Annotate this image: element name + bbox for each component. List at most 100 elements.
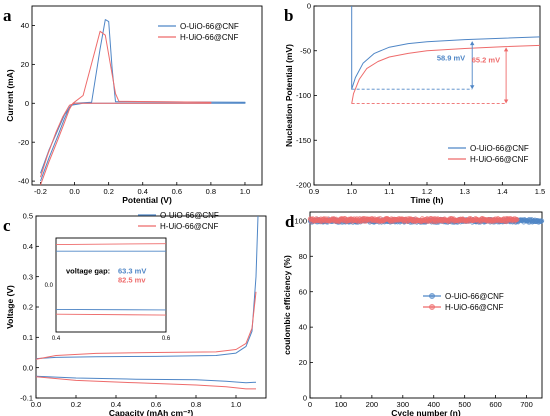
panel-b-legend-label: O-UiO-66@CNF bbox=[470, 144, 529, 153]
panel-c-inset-xtick-label: 0.4 bbox=[52, 336, 61, 342]
panel-b-legend-label: H-UiO-66@CNF bbox=[470, 155, 528, 164]
panel-c-inset-gap-o: 63.3 mV bbox=[118, 266, 146, 275]
panel-a-xtick-label: 0.8 bbox=[206, 187, 216, 196]
panel-b-annotation: 65.2 mV bbox=[472, 55, 500, 64]
panel-a-xtick-label: 0.0 bbox=[69, 187, 79, 196]
panel-d: 0 100 200 300 400 500 600 700 0 20 40 60 80 100 Cycle … bbox=[282, 211, 545, 416]
panel-c-xtick-label: 0.0 bbox=[31, 400, 41, 409]
panel-d-xtick-label: 200 bbox=[366, 400, 379, 409]
panel-c-legend-label: O-UiO-66@CNF bbox=[160, 211, 219, 220]
panel-c-ytick-label: -0.1 bbox=[20, 394, 33, 403]
panel-c-inset-gap-h: 82.5 mv bbox=[118, 275, 146, 284]
panel-b-annotation: 58.9 mV bbox=[437, 54, 465, 63]
panel-c-xtick-label: 0.8 bbox=[191, 400, 201, 409]
panel-b-ytick-label: -150 bbox=[296, 136, 311, 145]
panel-c-xlabel: Capacity (mAh cm⁻²) bbox=[109, 408, 193, 416]
panel-a-legend-label: O-UiO-66@CNF bbox=[180, 22, 239, 31]
panel-a-frame bbox=[31, 5, 263, 186]
panel-d-xtick-label: 0 bbox=[308, 400, 312, 409]
panel-b-panel-label: b bbox=[284, 6, 293, 25]
panel-a-series-line bbox=[40, 19, 246, 182]
panel-b: 0.9 1.0 1.1 1.2 1.3 1.4 1.5 -200 -150 -100 -50 0 Tim… bbox=[284, 2, 545, 205]
panel-c-ytick-label: 0.2 bbox=[23, 303, 33, 312]
panel-c-legend-label: H-UiO-66@CNF bbox=[160, 222, 218, 231]
panel-c-charge-line bbox=[35, 291, 257, 360]
panel-a-ytick-label: 0 bbox=[25, 99, 29, 108]
panel-c-charge-line bbox=[35, 215, 259, 360]
panel-d-xtick-label: 700 bbox=[520, 400, 533, 409]
panel-c-ytick-label: 0.4 bbox=[23, 242, 33, 251]
panel-a-panel-label: a bbox=[3, 6, 12, 25]
panel-d-ylabel: coulombic efficiency (%) bbox=[282, 255, 292, 355]
panel-c-ytick-label: 0.3 bbox=[23, 272, 33, 281]
panel-c-ytick-label: 0.5 bbox=[23, 212, 33, 221]
panel-c-ytick-label: 0.0 bbox=[23, 363, 33, 372]
panel-a-xtick-label: 0.2 bbox=[103, 187, 113, 196]
panel-d-legend-label: H-UiO-66@CNF bbox=[445, 303, 503, 312]
panel-b-arrow-head bbox=[503, 99, 509, 104]
panel-b-arrow-head bbox=[470, 41, 475, 46]
panel-c-xtick-label: 0.6 bbox=[151, 400, 161, 409]
panel-b-xtick-label: 1.2 bbox=[422, 187, 432, 196]
panel-c-discharge-line bbox=[35, 376, 256, 390]
panel-a-legend-label: H-UiO-66@CNF bbox=[180, 33, 238, 42]
panel-b-xtick-label: 1.0 bbox=[346, 187, 356, 196]
panel-d-xlabel: Cycle number (n) bbox=[391, 408, 461, 416]
panel-d-xtick-label: 400 bbox=[427, 400, 440, 409]
panel-d-legend-label: O-UiO-66@CNF bbox=[445, 292, 504, 301]
panel-a-xtick-label: 0.6 bbox=[172, 187, 182, 196]
panel-b-series-line bbox=[351, 6, 541, 90]
panel-b-ytick-label: -50 bbox=[300, 46, 311, 55]
panel-c-inset-level-line bbox=[55, 243, 167, 246]
panel-d-xtick-label: 300 bbox=[397, 400, 410, 409]
panel-c-xtick-label: 1.0 bbox=[231, 400, 241, 409]
panel-a-ytick-label: 40 bbox=[21, 21, 29, 30]
panel-b-ytick-label: -100 bbox=[296, 91, 311, 100]
panel-d-panel-label: d bbox=[285, 212, 295, 231]
panel-b-xtick-label: 1.4 bbox=[497, 187, 507, 196]
panel-d-xtick-label: 100 bbox=[335, 400, 348, 409]
panel-a-ylabel: Current (mA) bbox=[5, 69, 15, 122]
panel-d-point bbox=[358, 218, 364, 224]
panel-a-ytick-label: -20 bbox=[18, 138, 29, 147]
panel-a: -0.2 0.0 0.2 0.4 0.6 0.8 1.0 -40 -20 0 20 40 Potenti… bbox=[3, 5, 263, 205]
panel-c-inset-level-line bbox=[55, 313, 167, 316]
panel-b-xlabel: Time (h) bbox=[411, 195, 444, 205]
panel-c-ylabel: Voltage (V) bbox=[5, 285, 15, 329]
panel-d-ytick-label: 20 bbox=[299, 358, 307, 367]
panel-b-xtick-label: 1.3 bbox=[459, 187, 469, 196]
panel-b-arrow-head bbox=[470, 85, 475, 90]
panel-c-inset-annotation-label: voltage gap: bbox=[66, 266, 110, 275]
panel-d-legend-marker bbox=[429, 304, 435, 310]
panel-d-frame bbox=[309, 211, 543, 399]
panel-d-ytick-label: 60 bbox=[299, 287, 307, 296]
panel-d-point bbox=[514, 217, 520, 222]
panel-c-inset-frame bbox=[55, 237, 167, 333]
panel-a-xtick-label: 0.4 bbox=[138, 187, 148, 196]
panel-c-discharge-line bbox=[35, 375, 257, 384]
panel-b-ytick-label: -200 bbox=[296, 181, 311, 190]
panel-a-ytick-label: -40 bbox=[18, 177, 29, 186]
panel-b-ytick-label: 0 bbox=[307, 2, 311, 11]
panel-d-legend-marker bbox=[429, 293, 435, 299]
panel-c-ytick-label: 0.1 bbox=[23, 333, 33, 342]
panel-c: 0.0 0.2 0.4 0.6 0.8 1.0-0.10.00.10.20.30.40.5… bbox=[3, 211, 267, 416]
panel-d-ytick-label: 0 bbox=[303, 394, 307, 403]
panel-c-frame bbox=[35, 215, 267, 399]
panel-c-panel-label: c bbox=[3, 216, 11, 235]
panel-c-inset-xtick-label: 0.6 bbox=[162, 336, 171, 342]
panel-a-ytick-label: 20 bbox=[21, 60, 29, 69]
panel-d-point bbox=[539, 218, 545, 224]
panel-b-arrow-head bbox=[503, 47, 509, 52]
panel-a-xtick-label: -0.2 bbox=[34, 187, 47, 196]
panel-b-xtick-label: 1.5 bbox=[535, 187, 545, 196]
panel-c-inset-ytick-label: 0.0 bbox=[45, 283, 54, 289]
panel-d-xtick-label: 500 bbox=[458, 400, 471, 409]
panel-b-ylabel: Nucleation Potential (mV) bbox=[284, 44, 294, 147]
panel-a-series-line bbox=[40, 30, 212, 186]
panel-a-xtick-label: 1.0 bbox=[240, 187, 250, 196]
panel-b-xtick-label: 0.9 bbox=[309, 187, 319, 196]
panel-b-xtick-label: 1.1 bbox=[384, 187, 394, 196]
panel-d-ytick-label: 40 bbox=[299, 323, 307, 332]
